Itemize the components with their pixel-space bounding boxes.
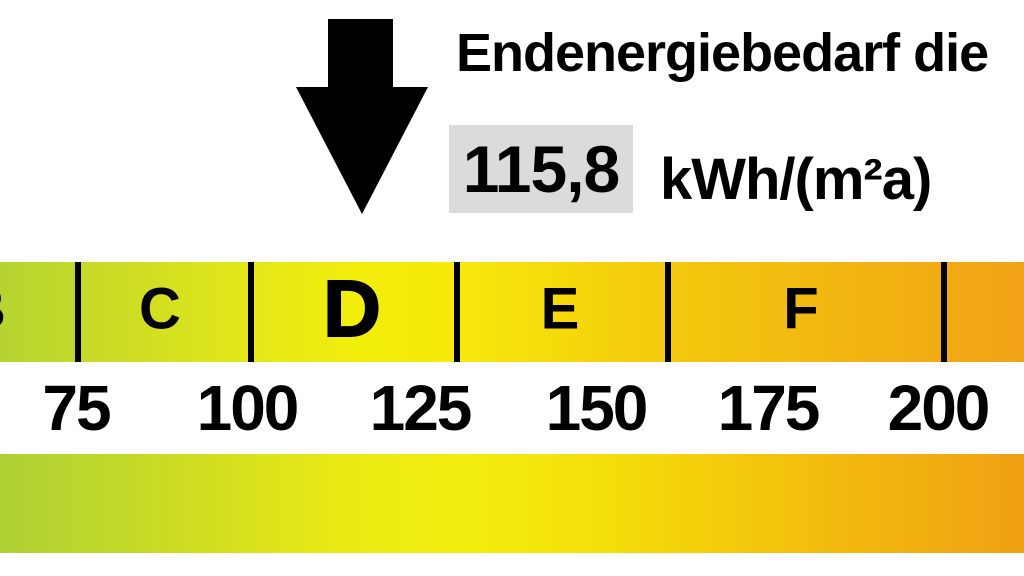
continuous-gradient-band [0, 454, 1024, 553]
down-arrow-icon [296, 19, 428, 214]
class-label-e: E [540, 276, 580, 342]
class-divider [454, 262, 460, 362]
class-divider [248, 262, 254, 362]
tick-200: 200 [887, 372, 991, 444]
axis-tick-row: 75 100 125 150 175 200 [0, 372, 1024, 444]
down-arrow-shape [296, 19, 428, 214]
tick-175: 175 [717, 372, 821, 444]
tick-75: 75 [42, 372, 111, 444]
indicator-value: 115,8 [462, 132, 621, 206]
indicator-label: Endenergiebedarf die [456, 23, 989, 83]
class-label-f: F [783, 276, 819, 342]
class-divider [665, 262, 671, 362]
indicator-unit: kWh/(m²a) [660, 147, 932, 212]
class-divider [941, 262, 947, 362]
class-label-c: C [139, 276, 181, 342]
class-label-b: B [0, 280, 6, 339]
energy-class-band: B C D E F [0, 262, 1024, 362]
tick-100: 100 [196, 372, 300, 444]
indicator-value-box: 115,8 [449, 125, 633, 213]
class-divider [75, 262, 81, 362]
tick-150: 150 [545, 372, 649, 444]
class-label-d: D [322, 263, 382, 353]
tick-125: 125 [369, 372, 473, 444]
